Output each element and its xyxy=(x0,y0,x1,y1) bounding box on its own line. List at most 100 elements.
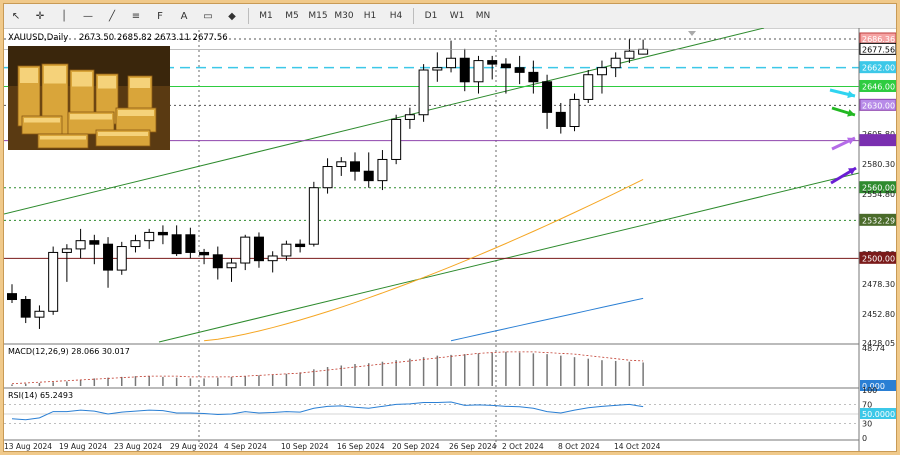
timeframe-mn[interactable]: MN xyxy=(475,11,491,21)
candle-body xyxy=(171,234,182,255)
gold-bar-highlight xyxy=(20,68,38,83)
arrow-indigo-icon-head xyxy=(848,168,856,175)
candle-body xyxy=(240,236,251,264)
candle-body xyxy=(542,81,553,113)
candle-body xyxy=(350,161,360,172)
candle-body xyxy=(363,170,374,182)
cursor-icon[interactable]: ↖ xyxy=(11,10,21,22)
date-axis-label: 26 Sep 2024 xyxy=(449,442,497,451)
candle-body xyxy=(528,71,539,83)
rsi-axis-label: 0 xyxy=(862,434,867,443)
candle-body xyxy=(116,246,127,271)
timeframe-m5[interactable]: M5 xyxy=(285,11,299,21)
ma-blue-line xyxy=(450,297,644,342)
header-symbol: XAUUSD,Daily xyxy=(8,33,68,43)
price-label-box xyxy=(859,251,896,264)
candle-body xyxy=(610,57,621,69)
price-axis-label: 2478.30 xyxy=(862,280,895,289)
label-icon[interactable]: ▭ xyxy=(203,10,213,22)
arrow-cyan-icon-head xyxy=(847,90,855,99)
candle-body xyxy=(404,114,415,120)
candle-body xyxy=(638,48,649,55)
timeframe-h1[interactable]: H1 xyxy=(363,11,377,21)
toolbar-separator xyxy=(413,8,414,24)
shapes-icon[interactable]: ◆ xyxy=(228,10,236,22)
price-label-box xyxy=(859,181,896,194)
date-axis-label: 8 Oct 2024 xyxy=(558,442,600,451)
timeframe-m30[interactable]: M30 xyxy=(334,11,354,21)
rsi-level-box xyxy=(860,408,896,419)
price-axis-label: 2560.00 xyxy=(862,184,895,193)
toolbar-separator xyxy=(248,8,249,24)
channel-icon[interactable]: ≡ xyxy=(131,10,141,22)
ma-orange-line xyxy=(204,179,644,342)
candle-body xyxy=(391,118,402,160)
header-ohlc: 2673.50 2685.82 2673.11 2677.56 xyxy=(79,33,228,43)
price-axis-label: 2532.29 xyxy=(862,216,895,225)
channel-upper-line xyxy=(4,28,765,215)
candle-body xyxy=(500,63,511,69)
price-label-box xyxy=(859,213,896,226)
macd-axis-top: 48.74 xyxy=(862,344,885,353)
gold-bar-highlight xyxy=(70,114,112,120)
candle-body xyxy=(459,57,470,83)
timeframe-w1[interactable]: W1 xyxy=(449,11,465,21)
crosshair-icon[interactable]: ✛ xyxy=(35,10,45,22)
price-axis-label: 2686.36 xyxy=(862,35,895,44)
gold-bar-highlight xyxy=(44,66,66,84)
candle-body xyxy=(377,158,388,182)
date-axis-label: 23 Aug 2024 xyxy=(114,442,162,451)
rsi-axis-label: 70 xyxy=(862,400,872,409)
chart-window: ↖ ✛ │ — ╱ ≡ F A ▭ ◆ M1 M5 M15 M30 H1 H4 D1 W1 MN 2686.36 2… xyxy=(3,3,897,452)
date-axis-label: 29 Aug 2024 xyxy=(170,442,218,451)
candle-body xyxy=(624,50,635,59)
gold-bar-highlight xyxy=(118,110,154,116)
macd-signal-line xyxy=(11,351,644,385)
candle-body xyxy=(295,243,306,248)
price-axis-label: 2500.00 xyxy=(862,254,895,263)
candle-body xyxy=(48,251,59,312)
rsi-label: RSI(14) 65.2493 xyxy=(8,391,73,400)
price-axis-label: 2646.00 xyxy=(862,82,895,91)
price-label-box xyxy=(859,61,896,74)
candle-body xyxy=(130,240,141,248)
macd-zero-box xyxy=(860,380,896,391)
candle-body xyxy=(583,74,594,100)
candle-body xyxy=(267,255,278,262)
rsi-line xyxy=(11,401,644,421)
vertical-line-icon[interactable]: │ xyxy=(60,10,68,22)
macd-label: MACD(12,26,9) 28.066 30.017 xyxy=(8,347,130,356)
date-axis-label: 10 Sep 2024 xyxy=(281,442,329,451)
channel-lower-line xyxy=(158,172,860,343)
timeframe-h4[interactable]: H4 xyxy=(389,11,403,21)
candle-body xyxy=(20,299,31,318)
candle-body xyxy=(226,262,237,269)
date-axis-label: 20 Sep 2024 xyxy=(392,442,440,451)
price-label-box xyxy=(859,134,896,147)
date-axis-label: 13 Aug 2024 xyxy=(4,442,52,451)
gold-bar-highlight xyxy=(98,132,148,136)
price-axis-label: 2452.80 xyxy=(862,310,895,319)
timeframe-m1[interactable]: M1 xyxy=(259,11,273,21)
timeframe-d1[interactable]: D1 xyxy=(424,11,438,21)
price-axis-label: 2428.05 xyxy=(862,339,895,348)
candle-body xyxy=(89,240,100,245)
chart-area[interactable]: 2686.362677.562662.002646.002630.002605.… xyxy=(4,28,896,451)
trendline-icon[interactable]: ╱ xyxy=(108,10,116,22)
date-axis-label: 19 Aug 2024 xyxy=(59,442,107,451)
rsi-axis-label: 50.0000 xyxy=(862,410,895,419)
candle-body xyxy=(185,234,196,253)
candle-body xyxy=(487,60,498,65)
price-axis-label: 2677.56 xyxy=(862,45,895,54)
candle-body xyxy=(61,248,72,253)
candle-body xyxy=(212,254,223,269)
text-icon[interactable]: A xyxy=(180,10,188,22)
gold-bar-highlight xyxy=(24,118,60,123)
timeframe-m15[interactable]: M15 xyxy=(308,11,328,21)
timeframe-bar: M1 M5 M15 M30 H1 H4 D1 W1 MN xyxy=(253,6,496,26)
fibonacci-icon[interactable]: F xyxy=(157,10,163,22)
candle-body xyxy=(432,67,443,71)
arrow-green-icon-head xyxy=(847,109,855,117)
horizontal-line-icon[interactable]: — xyxy=(83,10,93,22)
date-axis-label: 4 Sep 2024 xyxy=(224,442,267,451)
